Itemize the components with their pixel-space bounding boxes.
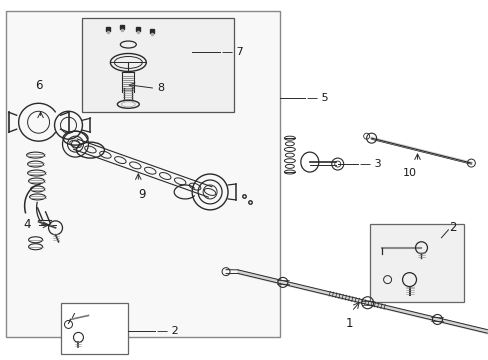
Bar bbox=[61, 302, 128, 354]
Text: 9: 9 bbox=[138, 188, 146, 201]
Text: 6: 6 bbox=[35, 79, 42, 92]
Text: — 5: — 5 bbox=[306, 93, 328, 103]
Text: 4: 4 bbox=[23, 218, 31, 231]
Text: 10: 10 bbox=[402, 168, 416, 178]
Text: 1: 1 bbox=[345, 318, 353, 330]
Bar bbox=[6, 11, 279, 337]
Text: 8: 8 bbox=[157, 84, 164, 93]
Text: — 2: — 2 bbox=[157, 327, 179, 336]
Text: — 7: — 7 bbox=[222, 48, 244, 58]
Bar bbox=[82, 18, 234, 112]
Text: — 3: — 3 bbox=[359, 159, 381, 169]
Text: 2: 2 bbox=[448, 221, 456, 234]
Bar bbox=[369, 224, 464, 302]
